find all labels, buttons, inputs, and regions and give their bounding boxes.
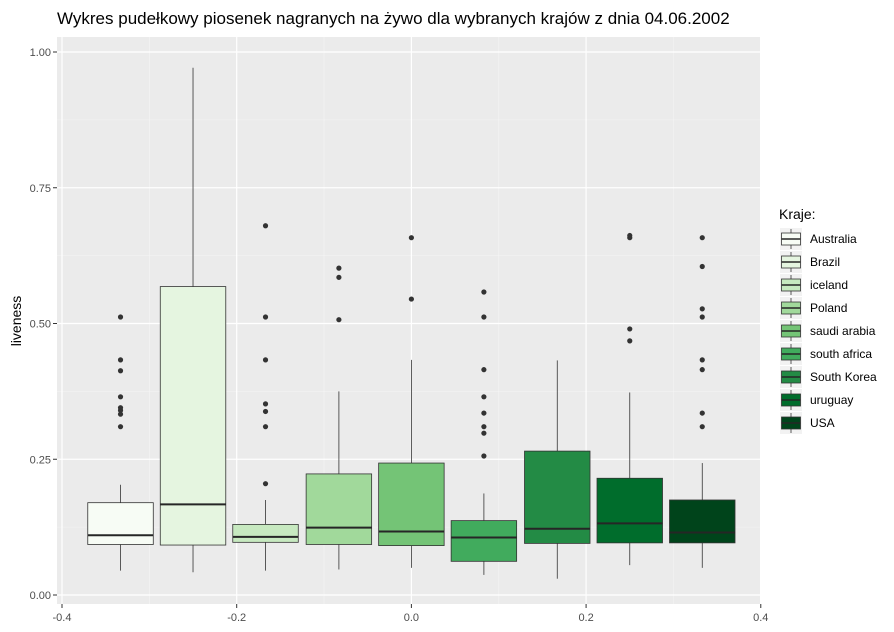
box-iqr bbox=[232, 524, 299, 543]
box-poland bbox=[305, 265, 373, 570]
box-iqr bbox=[87, 502, 154, 545]
y-tick-label: 0.50 bbox=[30, 319, 51, 331]
box-iqr bbox=[450, 520, 518, 562]
legend-label: South Korea bbox=[810, 370, 877, 384]
y-tick-label: 0.25 bbox=[30, 454, 51, 466]
legend-key-usa bbox=[780, 412, 802, 434]
legend-key-south-korea bbox=[780, 366, 802, 388]
legend-key-brazil bbox=[780, 251, 802, 273]
outlier-point bbox=[699, 410, 705, 416]
box-iceland bbox=[232, 223, 299, 571]
y-tick-label: 0.75 bbox=[30, 183, 51, 195]
legend-label: Poland bbox=[810, 301, 847, 315]
outlier-point bbox=[336, 265, 342, 271]
outlier-point bbox=[262, 424, 269, 430]
axis-layer: 0.00 0.25 0.50 0.75 1.00 -0.4 -0.2 0.0 0.2 0.4 bbox=[30, 47, 769, 624]
outlier-point bbox=[699, 263, 705, 270]
outlier-point bbox=[699, 357, 705, 363]
outlier-point bbox=[481, 394, 487, 400]
legend-key-australia bbox=[780, 228, 802, 250]
outlier-point bbox=[481, 410, 487, 416]
box-iqr bbox=[378, 462, 445, 546]
y-axis-label: liveness bbox=[8, 296, 24, 347]
box-iqr bbox=[159, 286, 227, 546]
box-iqr bbox=[596, 477, 663, 544]
box-saudi-arabia bbox=[378, 235, 445, 568]
outlier-point bbox=[117, 314, 124, 320]
outlier-point bbox=[117, 394, 124, 400]
y-tick-label: 1.00 bbox=[30, 47, 51, 59]
outlier-point bbox=[699, 314, 705, 320]
outlier-point bbox=[699, 424, 705, 430]
legend-label: Australia bbox=[810, 232, 857, 246]
x-tick-label: 0.2 bbox=[578, 612, 593, 624]
outlier-point bbox=[117, 368, 124, 374]
legend-key-uruguay bbox=[780, 389, 802, 411]
legend-key-iceland bbox=[780, 274, 802, 296]
outlier-point bbox=[699, 367, 705, 373]
outlier-point bbox=[408, 235, 414, 241]
box-brazil bbox=[159, 67, 227, 573]
outlier-point bbox=[627, 232, 633, 239]
outlier-point bbox=[481, 430, 487, 436]
legend-label: iceland bbox=[810, 278, 848, 292]
legend: Kraje: Australia Brazil iceland Poland saudi… bbox=[779, 206, 877, 434]
outlier-point bbox=[336, 317, 342, 323]
box-south-africa bbox=[450, 289, 518, 575]
legend-title: Kraje: bbox=[779, 206, 816, 222]
outlier-point bbox=[262, 223, 269, 229]
box-south-korea bbox=[524, 360, 591, 579]
outlier-point bbox=[262, 357, 269, 363]
x-tick-label: 0.4 bbox=[753, 612, 768, 624]
outlier-point bbox=[262, 481, 269, 487]
outlier-point bbox=[481, 367, 487, 373]
grid-lines bbox=[57, 37, 762, 604]
legend-label: uruguay bbox=[810, 393, 853, 407]
outlier-point bbox=[336, 274, 342, 280]
chart-title: Wykres pudełkowy piosenek nagranych na ż… bbox=[57, 9, 730, 28]
outlier-point bbox=[408, 296, 414, 302]
legend-label: saudi arabia bbox=[810, 324, 876, 338]
outlier-point bbox=[117, 411, 124, 417]
legend-key-saudi-arabia bbox=[780, 320, 802, 342]
outlier-point bbox=[262, 401, 269, 407]
outlier-point bbox=[699, 235, 705, 241]
x-tick-label: -0.2 bbox=[227, 612, 246, 624]
y-tick-label: 0.00 bbox=[30, 590, 51, 602]
outlier-point bbox=[117, 357, 124, 363]
box-usa bbox=[669, 235, 736, 568]
outlier-point bbox=[481, 289, 487, 295]
legend-label: USA bbox=[810, 416, 835, 430]
outlier-point bbox=[262, 314, 269, 320]
box-iqr bbox=[669, 499, 736, 544]
outlier-point bbox=[117, 405, 124, 411]
outlier-point bbox=[481, 424, 487, 430]
outlier-point bbox=[481, 314, 487, 320]
box-iqr bbox=[305, 473, 373, 545]
box-uruguay bbox=[596, 232, 663, 566]
outlier-point bbox=[481, 453, 487, 459]
box-layer bbox=[87, 67, 736, 579]
legend-label: Brazil bbox=[810, 255, 840, 269]
legend-label: south africa bbox=[810, 347, 872, 361]
legend-key-poland bbox=[780, 297, 802, 319]
x-tick-label: 0.0 bbox=[404, 612, 419, 624]
outlier-point bbox=[262, 408, 269, 415]
outlier-point bbox=[627, 338, 633, 344]
legend-key-south-africa bbox=[780, 343, 802, 365]
outlier-point bbox=[627, 326, 633, 332]
box-australia bbox=[87, 314, 154, 571]
x-tick-label: -0.4 bbox=[53, 612, 72, 624]
outlier-point bbox=[699, 306, 705, 312]
outlier-point bbox=[117, 424, 124, 430]
